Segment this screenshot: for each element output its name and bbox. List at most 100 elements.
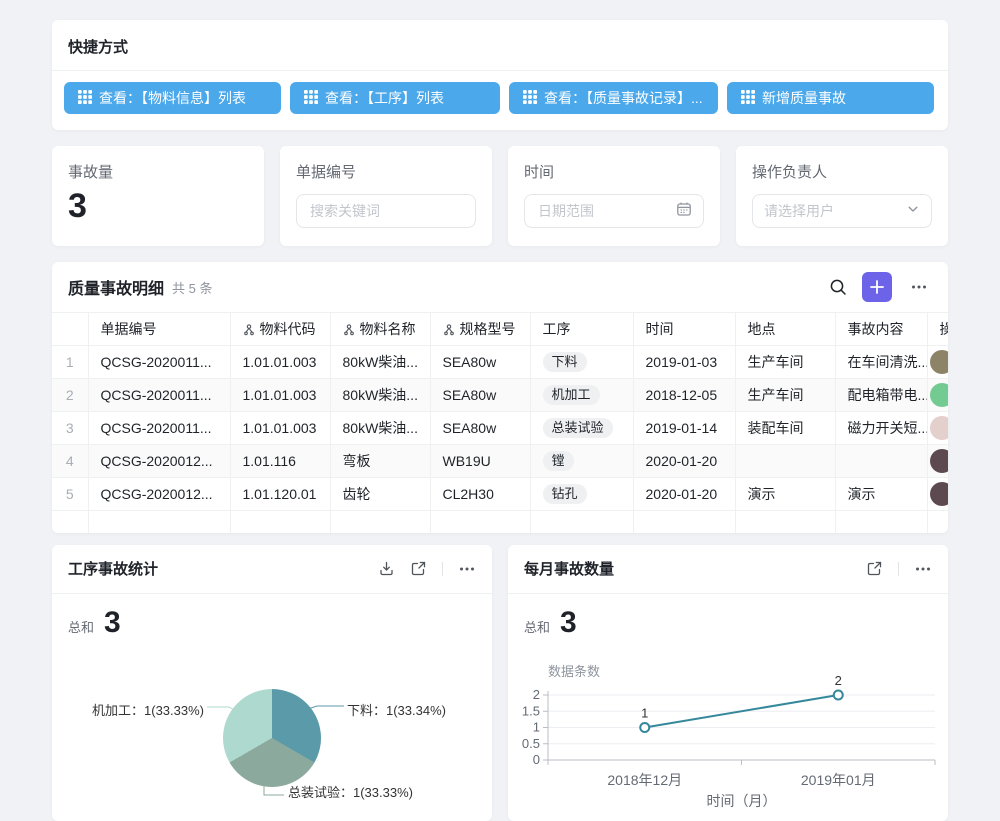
table-row[interactable]: 3 QCSG-2020011... 1.01.01.003 80kW柴油... SEA8…: [52, 411, 948, 445]
pie-chart[interactable]: [223, 688, 321, 787]
pie-sum-value: 3: [104, 605, 121, 639]
accident-detail-header: 质量事故明细 共 5 条: [52, 262, 948, 312]
operator-filter-card: 操作负责人 请选择用户: [736, 146, 948, 246]
table-row[interactable]: 1 QCSG-2020011... 1.01.01.003 80kW柴油... SEA8…: [52, 345, 948, 379]
empty-row: [52, 510, 948, 533]
table-cell: QCSG-2020011...: [87, 345, 231, 379]
date-range-field[interactable]: [536, 202, 670, 220]
svg-text:2019年01月: 2019年01月: [801, 772, 876, 788]
table-cell: [734, 510, 836, 533]
shortcut-button-new-accident[interactable]: 新增质量事故: [727, 82, 934, 114]
operator-filter-label: 操作负责人: [752, 164, 828, 181]
avatar: [929, 482, 948, 506]
svg-text:1.5: 1.5: [522, 703, 540, 718]
shortcut-button-process-list[interactable]: 查看：【工序】列表: [290, 82, 500, 114]
open-external-icon[interactable]: [866, 560, 883, 577]
operator-cell: [926, 477, 948, 511]
shortcut-button-accident-records[interactable]: 查看：【质量事故记录】...: [509, 82, 718, 114]
table-cell: SEA80w: [429, 345, 531, 379]
table-cell: 80kW柴油...: [329, 345, 431, 379]
add-record-button[interactable]: [862, 272, 892, 302]
pie-sum-row: 总和 3: [52, 594, 492, 638]
doc-no-search-field[interactable]: [308, 202, 464, 220]
table-cell: CL2H30: [429, 477, 531, 511]
svg-text:数据条数: 数据条数: [548, 664, 600, 679]
more-options-icon[interactable]: [458, 560, 476, 578]
column-header[interactable]: 规格型号: [429, 312, 531, 346]
table-row[interactable]: 5 QCSG-2020012... 1.01.120.01 齿轮 CL2H30 钻孔 202…: [52, 477, 948, 511]
accident-count-value: 3: [68, 187, 87, 225]
table-cell: QCSG-2020012...: [87, 444, 231, 478]
chevron-down-icon: [906, 202, 920, 221]
column-header[interactable]: 物料名称: [329, 312, 431, 346]
column-header[interactable]: 时间: [632, 312, 736, 346]
table-cell: 1.01.01.003: [229, 411, 331, 445]
table-row[interactable]: 2 QCSG-2020011... 1.01.01.003 80kW柴油... SEA8…: [52, 378, 948, 412]
doc-no-search-input[interactable]: [296, 194, 476, 228]
table-cell: 1.01.01.003: [229, 378, 331, 412]
avatar: [929, 416, 948, 440]
date-range-input[interactable]: [524, 194, 704, 228]
process-tag: 总装试验: [542, 418, 613, 438]
accident-detail-title: 质量事故明细: [68, 281, 165, 298]
table-cell: [734, 444, 836, 478]
table-cell: 1.01.120.01: [229, 477, 331, 511]
table-cell: 2019-01-14: [632, 411, 736, 445]
table-cell: [329, 510, 431, 533]
line-card-header: 每月事故数量: [508, 545, 948, 594]
table-cell: SEA80w: [429, 378, 531, 412]
table-cell: 1.01.116: [229, 444, 331, 478]
svg-text:0: 0: [533, 752, 540, 767]
divider: [442, 561, 443, 576]
table-cell: 2018-12-05: [632, 378, 736, 412]
table-cell: 装配车间: [734, 411, 836, 445]
doc-no-filter-label: 单据编号: [296, 164, 357, 181]
charts-row: 工序事故统计 总和 3 机加工：1(33.33%): [52, 544, 948, 821]
line-chart-area: 数据条数 0 0.5 1 1.5 2 1 2018年12月 2 2019年01月 时间（月）: [508, 638, 948, 813]
row-number: 5: [52, 477, 89, 511]
table-cell: [52, 510, 89, 533]
operator-cell: [926, 411, 948, 445]
divider: [898, 561, 899, 576]
table-cell: 弯板: [329, 444, 431, 478]
column-header[interactable]: 操作负责人: [926, 312, 948, 346]
shortcut-button-label: 查看：【工序】列表: [325, 90, 444, 106]
table-cell: 在车间清洗...: [834, 345, 928, 379]
download-icon[interactable]: [378, 560, 395, 577]
process-cell: 总装试验: [529, 411, 634, 445]
table-cell: [87, 510, 231, 533]
shortcuts-title: 快捷方式: [52, 20, 948, 71]
table-cell: 2020-01-20: [632, 477, 736, 511]
process-cell: 机加工: [529, 378, 634, 412]
table-cell: QCSG-2020011...: [87, 378, 231, 412]
operator-cell: [926, 444, 948, 478]
more-options-icon[interactable]: [914, 560, 932, 578]
column-header[interactable]: 工序: [529, 312, 634, 346]
accident-count-label: 事故量: [68, 164, 114, 181]
column-header[interactable]: 事故内容: [834, 312, 928, 346]
svg-text:1: 1: [641, 705, 648, 720]
dashboard-page: 快捷方式 查看：【物料信息】列表 查看：【工序】列表 查看：【质量事故记录】..…: [52, 0, 948, 821]
column-header[interactable]: 地点: [734, 312, 836, 346]
operator-select[interactable]: 请选择用户: [752, 194, 932, 228]
svg-text:2018年12月: 2018年12月: [607, 772, 682, 788]
table-cell: [632, 510, 736, 533]
row-number: 1: [52, 345, 89, 379]
accident-count-card: 事故量 3: [52, 146, 264, 246]
shortcut-button-label: 查看：【质量事故记录】...: [544, 90, 703, 106]
search-icon[interactable]: [824, 273, 852, 301]
table-cell: [229, 510, 331, 533]
filter-row: 事故量 3 单据编号 时间 操作负责人 请选择用户: [52, 146, 948, 246]
more-options-icon[interactable]: [906, 274, 932, 300]
pie-sum-label: 总和: [68, 619, 95, 635]
open-external-icon[interactable]: [410, 560, 427, 577]
column-header[interactable]: 单据编号: [87, 312, 231, 346]
operator-cell: [926, 345, 948, 379]
operator-cell: [926, 378, 948, 412]
column-header[interactable]: 物料代码: [229, 312, 331, 346]
shortcut-button-material-list[interactable]: 查看：【物料信息】列表: [64, 82, 281, 114]
table-cell: 生产车间: [734, 345, 836, 379]
line-sum-label: 总和: [524, 619, 551, 635]
table-row[interactable]: 4 QCSG-2020012... 1.01.116 弯板 WB19U 镗 2020-01-…: [52, 444, 948, 478]
